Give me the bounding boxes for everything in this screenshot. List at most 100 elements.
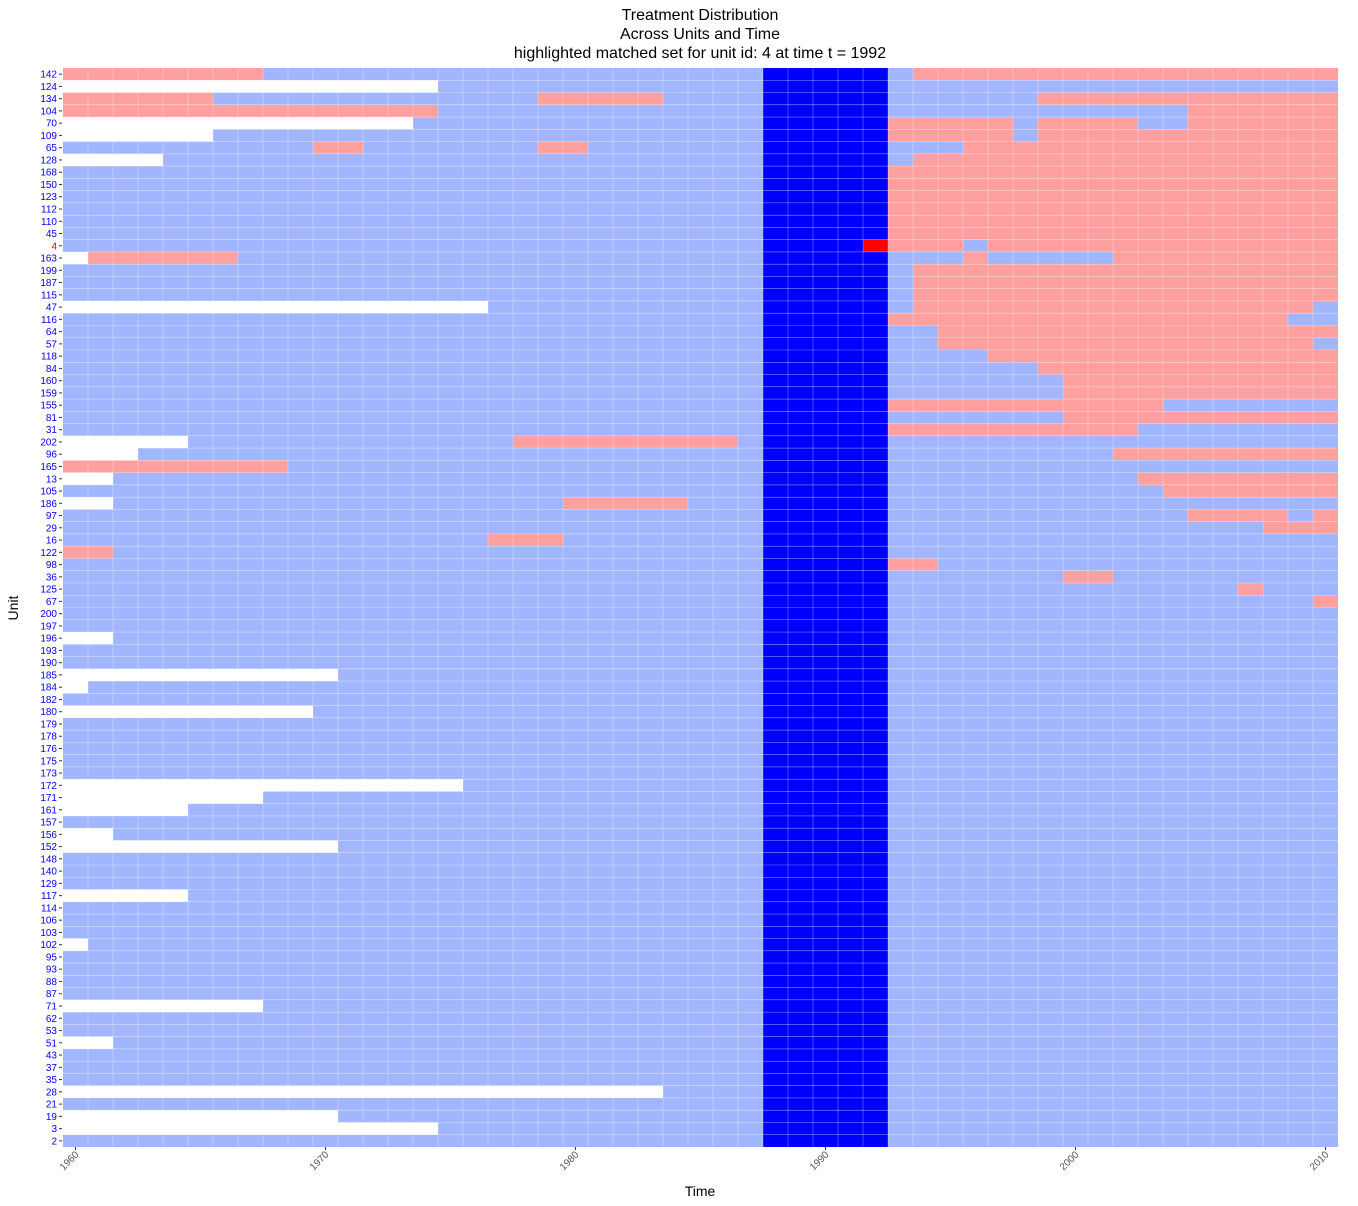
cell-unit-115-1970 [313, 288, 338, 301]
cell-unit-148-1983 [638, 852, 663, 865]
cell-unit-84-1999 [1038, 362, 1063, 375]
cell-unit-105-1962 [113, 484, 138, 498]
cell-unit-106-1993 [888, 914, 913, 927]
cell-unit-129-2009 [1288, 877, 1313, 890]
cell-unit-109-2006 [1213, 129, 1238, 142]
cell-unit-70-1994 [913, 117, 938, 130]
cell-unit-161-1983 [638, 803, 663, 816]
cell-unit-98-1963 [138, 558, 163, 571]
cell-unit-156-1991 [838, 828, 863, 841]
cell-unit-21-2001 [1088, 1097, 1113, 1111]
cell-unit-173-1970 [313, 766, 338, 780]
cell-unit-45-1983 [638, 227, 663, 240]
cell-unit-159-1970 [313, 386, 338, 400]
y-tick-label-62: 62 [46, 1014, 58, 1025]
cell-unit-129-1964 [163, 877, 188, 890]
cell-unit-179-1997 [988, 717, 1013, 731]
cell-unit-51-1962 [113, 1036, 138, 1049]
cell-unit-199-2009 [1288, 264, 1313, 277]
cell-unit-176-1994 [913, 742, 938, 755]
cell-unit-173-2005 [1188, 766, 1213, 780]
cell-unit-200-1976 [463, 607, 488, 620]
cell-unit-125-2005 [1188, 582, 1213, 596]
cell-unit-105-1981 [588, 484, 613, 498]
cell-unit-116-1980 [563, 313, 588, 326]
cell-unit-97-2010 [1313, 509, 1338, 522]
cell-unit-184-1978 [513, 681, 538, 694]
cell-unit-53-1977 [488, 1024, 513, 1037]
cell-unit-96-1976 [463, 448, 488, 461]
cell-unit-36-1965 [188, 570, 213, 583]
cell-unit-187-2010 [1313, 276, 1338, 289]
cell-unit-160-1970 [313, 374, 338, 387]
cell-unit-179-1974 [413, 717, 438, 731]
cell-unit-93-2002 [1113, 963, 1138, 976]
cell-unit-168-1968 [263, 166, 288, 179]
cell-unit-142-2004 [1163, 68, 1188, 81]
cell-unit-186-1967 [238, 497, 263, 510]
cell-unit-123-2000 [1063, 190, 1088, 203]
cell-unit-3-1993 [888, 1122, 913, 1135]
cell-unit-122-1998 [1013, 546, 1038, 559]
cell-unit-36-1976 [463, 570, 488, 583]
cell-unit-93-1961 [88, 963, 113, 976]
cell-unit-199-1989 [788, 264, 813, 277]
cell-unit-104-2001 [1088, 104, 1113, 118]
cell-unit-2-1978 [513, 1134, 538, 1147]
cell-unit-128-1971 [338, 153, 363, 167]
cell-unit-178-1968 [263, 730, 288, 743]
cell-unit-95-1981 [588, 950, 613, 964]
cell-unit-152-1984 [663, 840, 688, 853]
cell-unit-109-1966 [213, 129, 238, 142]
cell-unit-150-1966 [213, 178, 238, 191]
cell-unit-35-1977 [488, 1073, 513, 1086]
cell-unit-16-1978 [513, 533, 538, 547]
cell-unit-97-1962 [113, 509, 138, 522]
cell-unit-134-1960 [63, 92, 88, 105]
cell-unit-104-1994 [913, 104, 938, 118]
cell-unit-84-1987 [738, 362, 763, 375]
cell-unit-35-2007 [1238, 1073, 1263, 1086]
cell-unit-84-1973 [388, 362, 413, 375]
cell-unit-70-1979 [538, 117, 563, 130]
cell-unit-81-1968 [263, 411, 288, 424]
cell-unit-2-1963 [138, 1134, 163, 1147]
cell-unit-103-1981 [588, 926, 613, 939]
cell-unit-118-1993 [888, 350, 913, 363]
cell-unit-182-1975 [438, 693, 463, 706]
cell-unit-142-1976 [463, 68, 488, 81]
cell-unit-104-1973 [388, 104, 413, 118]
cell-unit-45-1968 [263, 227, 288, 240]
cell-unit-16-1967 [238, 533, 263, 547]
cell-unit-134-1964 [163, 92, 188, 105]
cell-unit-202-1995 [938, 435, 963, 449]
cell-unit-28-1984 [663, 1085, 688, 1098]
cell-unit-122-1983 [638, 546, 663, 559]
cell-unit-67-1973 [388, 595, 413, 608]
cell-unit-190-2001 [1088, 656, 1113, 669]
cell-unit-185-2007 [1238, 668, 1263, 682]
cell-unit-117-2007 [1238, 889, 1263, 902]
cell-unit-117-2006 [1213, 889, 1238, 902]
cell-unit-123-1997 [988, 190, 1013, 203]
cell-unit-35-1969 [288, 1073, 313, 1086]
cell-unit-29-1999 [1038, 521, 1063, 534]
cell-unit-57-1991 [838, 337, 863, 351]
cell-unit-37-1979 [538, 1061, 563, 1074]
cell-unit-19-1982 [613, 1110, 638, 1123]
cell-unit-112-1993 [888, 202, 913, 216]
cell-unit-114-1975 [438, 901, 463, 915]
cell-unit-165-1995 [938, 460, 963, 473]
cell-unit-93-1996 [963, 963, 988, 976]
cell-unit-134-1986 [713, 92, 738, 105]
cell-unit-176-1978 [513, 742, 538, 755]
cell-unit-70-2007 [1238, 117, 1263, 130]
cell-unit-47-2009 [1288, 300, 1313, 314]
cell-unit-114-2009 [1288, 901, 1313, 915]
cell-unit-160-2005 [1188, 374, 1213, 387]
cell-unit-118-1983 [638, 350, 663, 363]
cell-unit-193-1973 [388, 644, 413, 657]
cell-unit-134-1981 [588, 92, 613, 105]
cell-unit-197-1977 [488, 619, 513, 633]
y-tick-label-125: 125 [40, 585, 57, 596]
